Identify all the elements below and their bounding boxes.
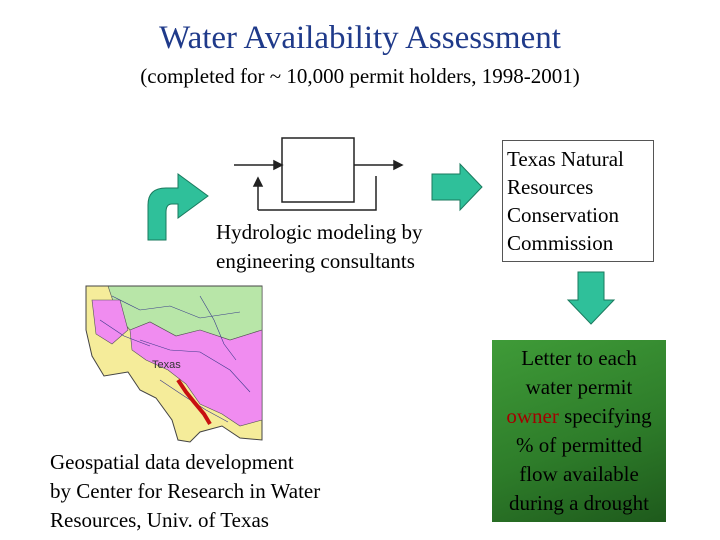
geo-caption-line: by Center for Research in Water [50, 479, 321, 503]
letter-line: flow available [519, 462, 639, 486]
texas-map: Texas [85, 285, 263, 443]
model-caption-line: Hydrologic modeling by [216, 220, 423, 244]
tnrcc-line: Resources [507, 175, 594, 199]
curved-arrow-icon [147, 173, 209, 241]
letter-highlight: owner [506, 404, 559, 428]
model-caption-line: engineering consultants [216, 249, 415, 273]
down-arrow-icon [566, 271, 616, 325]
page-subtitle: (completed for ~ 10,000 permit holders, … [140, 64, 580, 88]
geo-caption-line: Geospatial data development [50, 450, 294, 474]
map-label: Texas [152, 359, 181, 371]
tnrcc-box: Texas Natural Resources Conservation Com… [502, 140, 654, 262]
letter-line: % of permitted [516, 433, 642, 457]
highlighted-river [176, 378, 212, 426]
right-arrow-icon [431, 162, 483, 212]
tnrcc-line: Texas Natural [507, 147, 624, 171]
geo-caption-line: Resources, Univ. of Texas [50, 508, 269, 532]
letter-line-rest: specifying [558, 404, 652, 428]
geo-caption: Geospatial data development by Center fo… [50, 448, 320, 535]
letter-line: Letter to each [521, 346, 637, 370]
tnrcc-line: Conservation [507, 203, 619, 227]
letter-line: during a drought [509, 491, 649, 515]
model-schematic [234, 137, 404, 211]
letter-box: Letter to each water permit owner specif… [492, 340, 666, 522]
page-title: Water Availability Assessment [159, 20, 561, 56]
letter-line: owner specifying [498, 402, 660, 431]
tnrcc-line: Commission [507, 231, 614, 255]
model-caption: Hydrologic modeling by engineering consu… [216, 218, 422, 276]
map-pink-region [129, 321, 263, 427]
letter-line: water permit [525, 375, 633, 399]
